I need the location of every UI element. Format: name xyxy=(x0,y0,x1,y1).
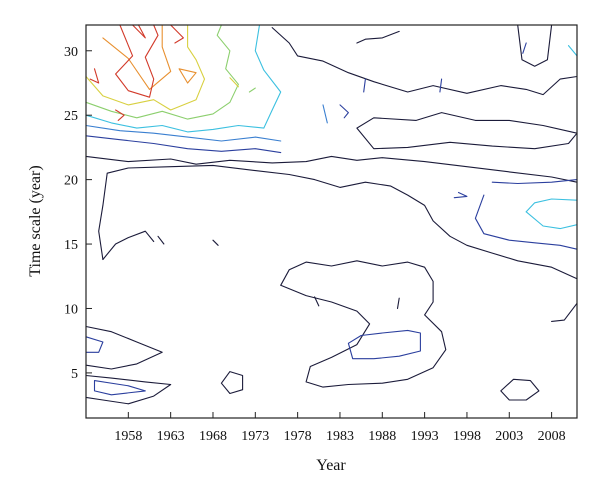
y-tick-label-4: 25 xyxy=(64,109,78,124)
plot-frame xyxy=(85,24,578,419)
contour-line-27 xyxy=(525,198,578,213)
contour-line-14 xyxy=(85,336,104,353)
contour-line-24 xyxy=(85,124,282,142)
contour-lines xyxy=(85,24,578,405)
y-axis-title: Time scale (year) xyxy=(27,165,44,276)
contour-line-26 xyxy=(85,24,282,133)
contour-line-42 xyxy=(212,239,219,246)
contour-line-28 xyxy=(525,211,578,230)
contour-line-23 xyxy=(522,42,527,54)
contour-line-40 xyxy=(229,77,239,88)
contour-line-37 xyxy=(115,109,125,121)
x-tick-label-5: 1983 xyxy=(326,429,354,444)
contour-line-9 xyxy=(356,112,578,150)
x-tick-label-1: 1963 xyxy=(157,429,185,444)
contour-line-35 xyxy=(89,68,100,84)
x-tick-label-8: 1998 xyxy=(453,429,481,444)
contour-line-1 xyxy=(98,164,578,280)
contour-line-12 xyxy=(517,24,553,67)
contour-line-15 xyxy=(93,380,146,396)
contour-line-39 xyxy=(178,68,197,84)
contour-line-7 xyxy=(500,378,540,401)
contour-line-3 xyxy=(280,260,447,388)
contour-line-22 xyxy=(439,78,443,93)
y-tick-label-3: 20 xyxy=(64,174,78,189)
contour-line-17 xyxy=(491,179,578,185)
contour-line-2 xyxy=(102,230,155,261)
contour-line-4 xyxy=(85,325,163,370)
contour-line-6 xyxy=(220,371,244,395)
contour-line-0 xyxy=(85,155,578,183)
contour-line-31 xyxy=(248,87,256,93)
contour-line-34 xyxy=(115,24,159,98)
contour-line-5 xyxy=(85,374,172,405)
contour-line-8 xyxy=(551,302,578,322)
contour-line-38 xyxy=(170,24,184,44)
y-axis-ticks: 5 10 15 20 25 30 xyxy=(64,45,92,382)
contour-line-20 xyxy=(339,104,349,119)
contour-line-19 xyxy=(453,191,468,199)
x-tick-label-4: 1978 xyxy=(284,429,312,444)
x-tick-label-0: 1958 xyxy=(114,429,142,444)
x-tick-label-3: 1973 xyxy=(241,429,269,444)
x-tick-label-9: 2003 xyxy=(495,429,523,444)
x-axis-ticks: 1958 1963 1968 1973 1978 1983 1988 1993 1998 2003… xyxy=(114,412,566,444)
contour-line-43 xyxy=(314,296,320,307)
contour-line-25 xyxy=(322,104,328,124)
contour-line-41 xyxy=(157,235,165,245)
y-tick-label-1: 10 xyxy=(64,302,78,317)
contour-line-36 xyxy=(132,24,146,39)
contour-line-13 xyxy=(85,135,282,154)
contour-line-33 xyxy=(102,24,172,90)
contour-line-30 xyxy=(85,24,239,120)
contour-line-32 xyxy=(85,24,206,111)
contour-line-21 xyxy=(363,78,366,93)
contour-line-16 xyxy=(347,329,421,360)
contour-line-11 xyxy=(356,30,400,44)
x-axis-title: Year xyxy=(316,457,346,474)
y-tick-label-2: 15 xyxy=(64,238,78,253)
x-tick-label-2: 1968 xyxy=(199,429,227,444)
y-tick-label-5: 30 xyxy=(64,45,78,60)
x-tick-label-10: 2008 xyxy=(538,429,566,444)
contour-line-10 xyxy=(271,27,578,96)
contour-line-18 xyxy=(474,194,578,250)
contour-line-44 xyxy=(396,297,400,310)
y-tick-label-0: 5 xyxy=(71,367,78,382)
x-tick-label-7: 1993 xyxy=(411,429,439,444)
x-tick-label-6: 1988 xyxy=(368,429,396,444)
contour-line-29 xyxy=(567,45,578,57)
